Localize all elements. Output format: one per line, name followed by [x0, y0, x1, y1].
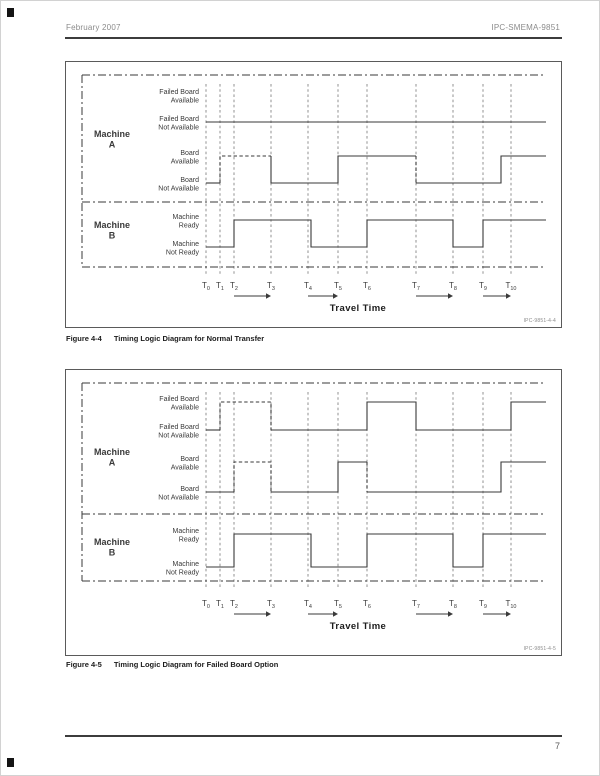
time-axis-label: T9	[479, 281, 487, 292]
machine-label: Machine B	[94, 537, 130, 558]
registration-mark-top	[7, 8, 14, 17]
time-axis-label: T6	[363, 599, 371, 610]
page-header: February 2007 IPC-SMEMA-9851	[66, 23, 560, 32]
signal-label: Board Not Available	[158, 486, 199, 502]
figure-4-5-caption: Figure 4-5 Timing Logic Diagram for Faile…	[66, 660, 278, 669]
figure-caption-label: Figure 4-5	[66, 660, 102, 669]
header-doc-id: IPC-SMEMA-9851	[491, 23, 560, 32]
travel-time-arrowhead	[448, 611, 453, 617]
figure-caption-text: Timing Logic Diagram for Failed Board Op…	[113, 660, 279, 669]
travel-time-arrowhead	[506, 611, 511, 617]
time-axis-label: T2	[230, 281, 238, 292]
failed-board-signal-waveform	[271, 401, 546, 431]
signal-label: Failed Board Not Available	[158, 116, 199, 132]
figure-caption-label: Figure 4-4	[66, 334, 102, 343]
time-axis-label: T7	[412, 599, 420, 610]
footer-rule	[65, 735, 562, 737]
time-axis-label: T3	[267, 281, 275, 292]
travel-time-arrowhead	[266, 293, 271, 299]
time-axis-label: T3	[267, 599, 275, 610]
board-signal-waveform	[416, 155, 546, 184]
machine-ready-signal-waveform	[206, 219, 546, 248]
time-axis-label: T8	[449, 599, 457, 610]
diagram-id-label: IPC-9851-4-5	[523, 646, 556, 652]
time-axis-label: T2	[230, 599, 238, 610]
signal-label: Board Not Available	[158, 177, 199, 193]
signal-label: Machine Ready	[173, 214, 200, 230]
travel-time-label: Travel Time	[330, 621, 387, 632]
machine-label: Machine A	[94, 129, 130, 150]
board-signal-waveform	[270, 155, 416, 184]
figure-caption-text: Timing Logic Diagram for Normal Transfer	[113, 334, 265, 343]
signal-label: Board Available	[171, 150, 199, 166]
time-axis-label: T10	[505, 599, 516, 610]
board-signal-waveform	[367, 461, 546, 493]
signal-label: Failed Board Available	[159, 396, 199, 412]
time-axis-label: T1	[216, 599, 224, 610]
time-axis-label: T6	[363, 281, 371, 292]
time-axis-label: T8	[449, 281, 457, 292]
travel-time-arrowhead	[506, 293, 511, 299]
time-axis-label: T10	[505, 281, 516, 292]
signal-label: Failed Board Available	[159, 89, 199, 105]
time-axis-label: T0	[202, 599, 210, 610]
signal-label: Machine Ready	[173, 528, 200, 544]
timing-diagram-failed-board-option: Machine A Machine B Failed Board Available Fai…	[81, 382, 546, 632]
time-axis-label: T4	[304, 281, 312, 292]
signal-label: Machine Not Ready	[166, 241, 200, 257]
machine-label: Machine B	[94, 220, 130, 241]
figure-4-4-caption: Figure 4-4 Timing Logic Diagram for Norma…	[66, 334, 264, 343]
board-signal-waveform	[219, 155, 271, 183]
machine-ready-signal-waveform	[206, 533, 546, 568]
travel-time-arrowhead	[333, 293, 338, 299]
board-signal-waveform	[233, 461, 272, 492]
board-signal-waveform	[271, 461, 367, 493]
time-axis-label: T5	[334, 281, 342, 292]
header-date: February 2007	[66, 23, 121, 32]
travel-time-arrowhead	[266, 611, 271, 617]
figure-4-4-frame: Machine A Machine B Failed Board Available Fai…	[65, 61, 562, 328]
page-number: 7	[554, 741, 560, 751]
diagram-id-label: IPC-9851-4-4	[523, 318, 556, 324]
registration-mark-bottom	[7, 758, 14, 767]
signal-label: Failed Board Not Available	[158, 424, 199, 440]
travel-time-label: Travel Time	[330, 303, 387, 314]
time-axis-label: T5	[334, 599, 342, 610]
travel-time-arrowhead	[333, 611, 338, 617]
machine-label: Machine A	[94, 447, 130, 468]
time-axis-label: T1	[216, 281, 224, 292]
timing-diagram-normal-transfer: Machine A Machine B Failed Board Available Fai…	[81, 74, 546, 314]
signal-label: Machine Not Ready	[166, 561, 200, 577]
time-axis-label: T9	[479, 599, 487, 610]
failed-board-signal-waveform	[219, 401, 272, 430]
signal-label: Board Available	[171, 456, 199, 472]
time-axis-label: T7	[412, 281, 420, 292]
travel-time-arrowhead	[448, 293, 453, 299]
time-axis-label: T0	[202, 281, 210, 292]
time-axis-label: T4	[304, 599, 312, 610]
figure-4-5-frame: Machine A Machine B Failed Board Available Fai…	[65, 369, 562, 656]
header-rule	[65, 37, 562, 39]
